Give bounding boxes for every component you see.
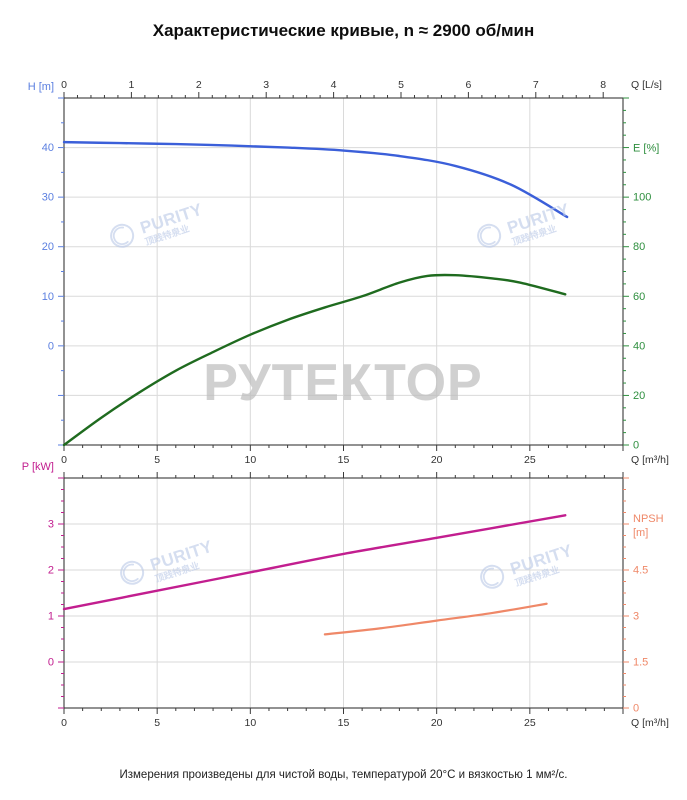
svg-text:5: 5 [154,717,160,729]
svg-text:H [m]: H [m] [28,81,54,93]
svg-text:E [%]: E [%] [633,143,659,155]
svg-text:0: 0 [48,340,54,352]
svg-text:30: 30 [42,192,54,204]
svg-text:5: 5 [154,454,160,466]
svg-text:3: 3 [48,519,54,531]
svg-text:20: 20 [42,241,54,253]
svg-text:РУТЕКТОР: РУТЕКТОР [203,354,482,412]
svg-text:2: 2 [48,565,54,577]
svg-text:20: 20 [431,454,443,466]
svg-text:4: 4 [331,79,337,91]
svg-text:40: 40 [633,340,645,352]
svg-text:4.5: 4.5 [633,565,648,577]
svg-text:NPSH: NPSH [633,513,664,525]
svg-text:Q [L/s]: Q [L/s] [631,79,662,91]
svg-text:0: 0 [61,717,67,729]
svg-text:3: 3 [633,611,639,623]
svg-text:100: 100 [633,192,651,204]
svg-text:20: 20 [633,390,645,402]
svg-text:80: 80 [633,241,645,253]
svg-text:2: 2 [196,79,202,91]
svg-text:0: 0 [61,79,67,91]
svg-text:Q [m³/h]: Q [m³/h] [631,454,669,466]
svg-text:10: 10 [244,717,256,729]
svg-text:15: 15 [338,454,350,466]
svg-text:25: 25 [524,454,536,466]
svg-text:Q [m³/h]: Q [m³/h] [631,717,669,729]
svg-text:15: 15 [338,717,350,729]
svg-text:1: 1 [128,79,134,91]
svg-text:60: 60 [633,291,645,303]
svg-text:7: 7 [533,79,539,91]
svg-text:6: 6 [465,79,471,91]
svg-text:3: 3 [263,79,269,91]
svg-text:0: 0 [633,703,639,715]
svg-text:8: 8 [600,79,606,91]
svg-text:10: 10 [244,454,256,466]
svg-text:20: 20 [431,717,443,729]
svg-text:1.5: 1.5 [633,657,648,669]
svg-text:P [kW]: P [kW] [22,461,54,473]
svg-text:25: 25 [524,717,536,729]
svg-text:0: 0 [61,454,67,466]
svg-text:10: 10 [42,291,54,303]
svg-text:1: 1 [48,611,54,623]
svg-text:0: 0 [633,440,639,452]
svg-text:[m]: [m] [633,527,648,539]
svg-text:5: 5 [398,79,404,91]
svg-text:40: 40 [42,142,54,154]
svg-text:0: 0 [48,657,54,669]
